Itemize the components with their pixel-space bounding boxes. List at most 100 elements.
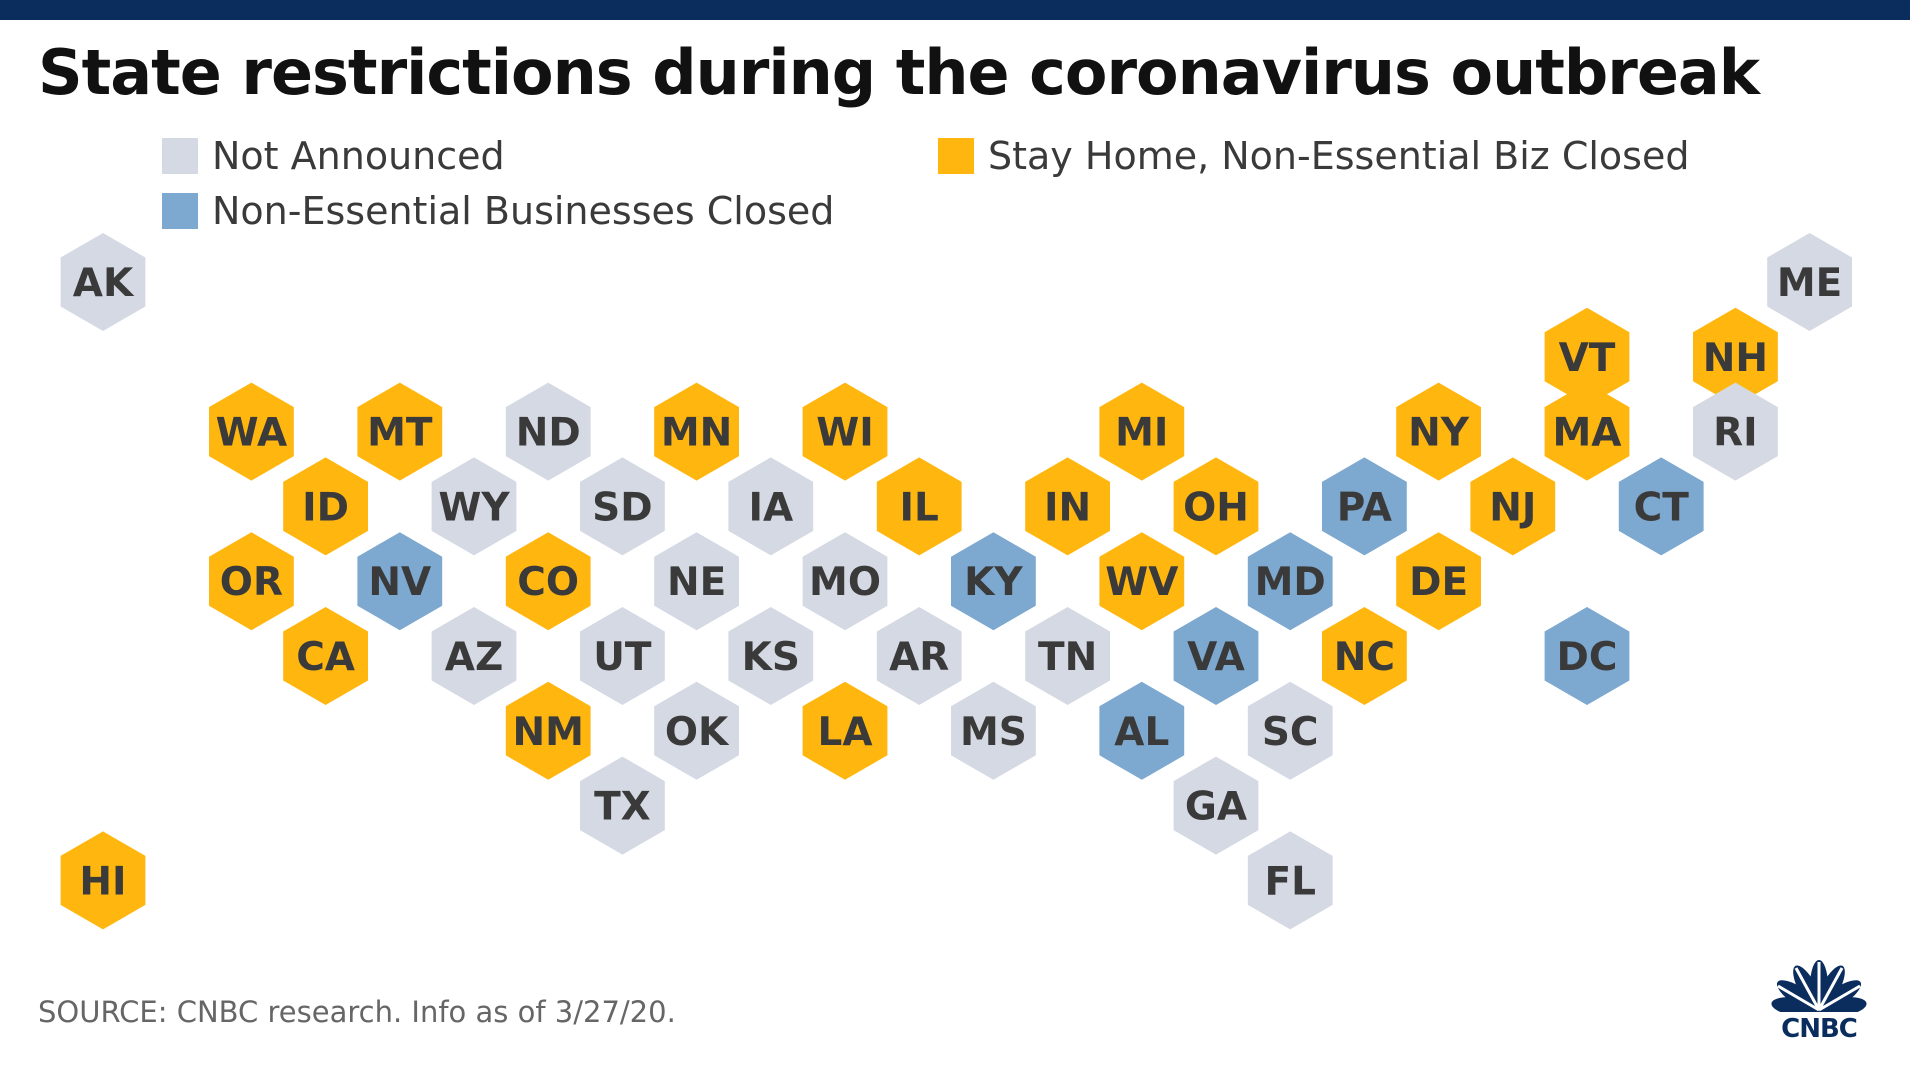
state-label: MD <box>1255 560 1326 605</box>
state-hex <box>951 532 1036 631</box>
state-label: IN <box>1044 485 1091 530</box>
state-hex <box>1322 457 1407 556</box>
state-label: VT <box>1559 336 1616 381</box>
state-hex <box>1767 233 1852 331</box>
state-fl: FL <box>1247 831 1333 930</box>
state-hex <box>505 681 591 780</box>
state-label: NC <box>1334 635 1395 680</box>
state-mi: MI <box>1099 382 1185 481</box>
state-hex <box>1247 532 1333 631</box>
state-mt: MT <box>357 382 443 481</box>
state-oh: OH <box>1173 457 1259 556</box>
state-hex <box>1618 457 1704 556</box>
state-hex <box>1099 532 1185 631</box>
state-label: OH <box>1183 485 1249 530</box>
state-label: MO <box>809 560 881 605</box>
peacock-icon <box>1771 960 1867 1017</box>
state-me: ME <box>1767 233 1852 331</box>
legend-label-stay-home: Stay Home, Non-Essential Biz Closed <box>988 134 1690 178</box>
state-hex <box>431 607 517 705</box>
state-label: IL <box>900 485 939 530</box>
state-hex <box>580 756 665 855</box>
state-label: AZ <box>445 635 503 680</box>
state-hex <box>1544 307 1630 406</box>
state-label: WV <box>1105 560 1178 605</box>
state-label: OR <box>220 560 283 605</box>
state-in: IN <box>1025 457 1110 556</box>
state-ne: NE <box>654 532 739 631</box>
state-hex <box>1544 607 1630 705</box>
top-bar <box>0 0 1910 20</box>
state-ak: AK <box>60 233 146 331</box>
state-hex <box>1396 532 1481 631</box>
state-label: WI <box>816 411 874 456</box>
state-md: MD <box>1247 532 1333 631</box>
state-hex <box>357 532 443 631</box>
state-ar: AR <box>876 607 962 705</box>
state-hex <box>1396 382 1481 481</box>
state-hex <box>209 382 294 481</box>
state-or: OR <box>209 532 294 631</box>
state-label: TN <box>1038 635 1097 680</box>
state-hex <box>580 457 665 556</box>
state-hex <box>209 532 294 631</box>
state-label: MN <box>661 411 732 456</box>
state-ga: GA <box>1173 756 1259 855</box>
logo-text: CNBC <box>1781 1014 1858 1044</box>
legend-label-not-announced: Not Announced <box>212 134 505 178</box>
legend-item-biz-closed: Non-Essential Businesses Closed <box>162 189 834 233</box>
state-hex <box>505 382 591 481</box>
state-label: MS <box>960 710 1027 755</box>
state-ca: CA <box>283 607 368 705</box>
state-mo: MO <box>802 532 888 631</box>
state-label: CO <box>517 560 579 605</box>
state-hex <box>1544 382 1630 481</box>
state-label: GA <box>1185 785 1247 830</box>
state-ri: RI <box>1693 382 1778 481</box>
state-label: AL <box>1114 710 1169 755</box>
state-hex <box>60 233 146 331</box>
source-note: SOURCE: CNBC research. Info as of 3/27/2… <box>38 995 676 1029</box>
state-hex <box>1099 382 1185 481</box>
state-wv: WV <box>1099 532 1185 631</box>
state-hex <box>580 607 665 705</box>
state-hex <box>1099 681 1185 780</box>
state-wi: WI <box>802 382 888 481</box>
state-pa: PA <box>1322 457 1407 556</box>
state-label: OK <box>665 710 730 755</box>
state-mn: MN <box>654 382 739 481</box>
state-hex <box>876 607 962 705</box>
state-label: RI <box>1713 411 1758 456</box>
state-ct: CT <box>1618 457 1704 556</box>
state-label: SC <box>1262 710 1319 755</box>
legend-swatch-biz-closed <box>162 193 198 229</box>
state-wa: WA <box>209 382 294 481</box>
state-dc: DC <box>1544 607 1630 705</box>
state-label: NV <box>368 560 431 605</box>
state-hex <box>1173 607 1259 705</box>
state-de: DE <box>1396 532 1481 631</box>
chart-title: State restrictions during the coronaviru… <box>38 36 1760 109</box>
state-la: LA <box>802 681 888 780</box>
state-label: DE <box>1409 560 1468 605</box>
state-label: NH <box>1703 336 1768 381</box>
state-tn: TN <box>1025 607 1110 705</box>
state-hex <box>1025 457 1110 556</box>
state-label: MT <box>367 411 433 456</box>
state-ky: KY <box>951 532 1036 631</box>
state-hex <box>283 607 368 705</box>
state-label: WA <box>216 411 287 456</box>
state-label: NY <box>1408 411 1470 456</box>
state-label: CT <box>1634 485 1690 530</box>
state-nj: NJ <box>1470 457 1556 556</box>
state-label: WY <box>438 485 510 530</box>
state-al: AL <box>1099 681 1185 780</box>
state-label: IA <box>748 485 793 530</box>
state-nc: NC <box>1322 607 1407 705</box>
state-va: VA <box>1173 607 1259 705</box>
state-hex <box>654 681 739 780</box>
state-az: AZ <box>431 607 517 705</box>
legend-item-stay-home: Stay Home, Non-Essential Biz Closed <box>938 134 1689 178</box>
legend-item-not-announced: Not Announced <box>162 134 505 178</box>
state-label: MI <box>1115 411 1168 456</box>
